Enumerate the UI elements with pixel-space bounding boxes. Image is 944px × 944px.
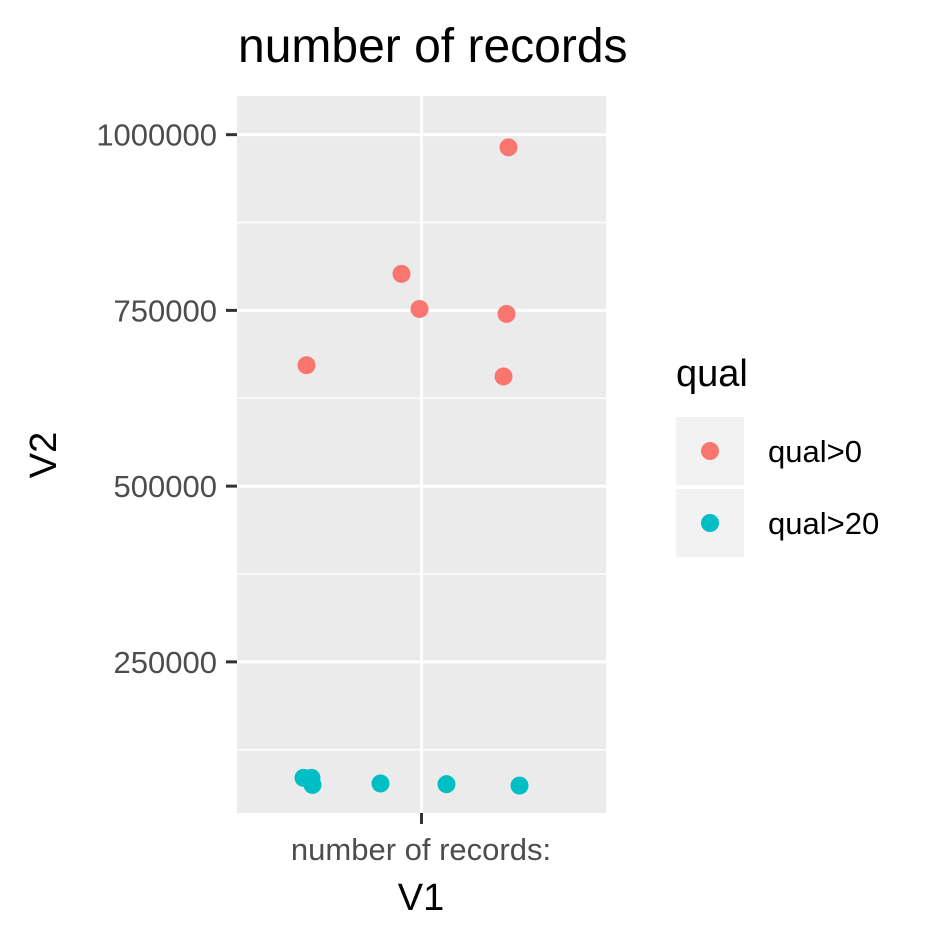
legend-marker [701,514,719,532]
y-tick-label: 1000000 [96,118,217,153]
x-axis: number of records: [291,813,551,867]
y-tick-label: 250000 [114,645,217,680]
data-point [499,138,518,157]
y-tick-label: 750000 [114,293,217,328]
grid-lines [237,96,606,813]
data-point [497,304,516,323]
y-tick-label: 500000 [114,469,217,504]
data-point [510,776,529,795]
data-point [437,775,456,794]
legend: qual qual>0 qual>20 [676,353,879,557]
legend-marker [701,442,719,460]
data-point [303,775,322,794]
data-point [392,264,411,283]
data-point [410,299,429,318]
x-tick-label: number of records: [291,832,551,867]
data-point [494,367,513,386]
data-point [297,356,316,375]
legend-label: qual>20 [768,506,879,541]
data-point [371,774,390,793]
x-axis-title: V1 [398,877,444,919]
legend-title: qual [676,353,748,395]
y-axis: 250000 500000 750000 1000000 [96,118,237,680]
chart-title: number of records [238,20,628,73]
y-axis-title: V2 [23,432,65,478]
legend-label: qual>0 [768,434,862,469]
data-points [294,138,529,795]
